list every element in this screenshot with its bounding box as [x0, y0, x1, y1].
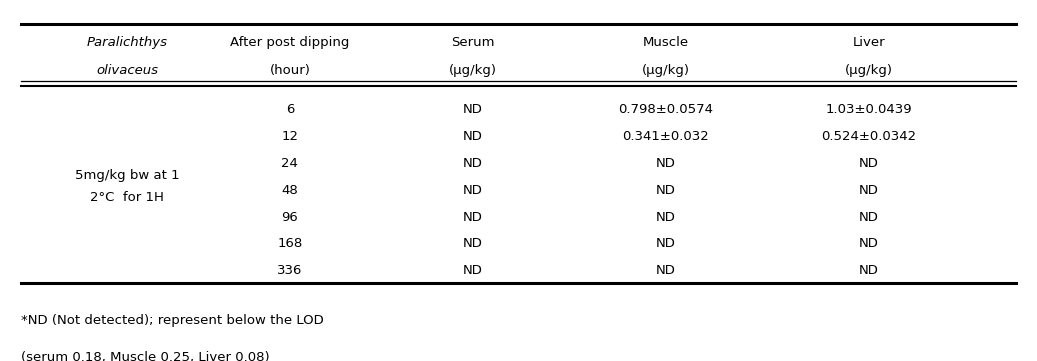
Text: (μg/kg): (μg/kg) — [449, 64, 497, 77]
Text: ND: ND — [656, 264, 676, 277]
Text: Serum: Serum — [451, 36, 495, 49]
Text: ND: ND — [463, 264, 482, 277]
Text: 2°C  for 1H: 2°C for 1H — [90, 191, 164, 204]
Text: After post dipping: After post dipping — [230, 36, 349, 49]
Text: ND: ND — [860, 184, 879, 197]
Text: Paralichthys: Paralichthys — [87, 36, 168, 49]
Text: ND: ND — [656, 184, 676, 197]
Text: ND: ND — [463, 157, 482, 170]
Text: ND: ND — [463, 237, 482, 250]
Text: Liver: Liver — [852, 36, 886, 49]
Text: 168: 168 — [277, 237, 303, 250]
Text: 96: 96 — [281, 210, 299, 223]
Text: ND: ND — [860, 237, 879, 250]
Text: (serum 0.18, Muscle 0.25, Liver 0.08): (serum 0.18, Muscle 0.25, Liver 0.08) — [21, 351, 270, 361]
Text: ND: ND — [656, 237, 676, 250]
Text: ND: ND — [656, 210, 676, 223]
Text: 1.03±0.0439: 1.03±0.0439 — [825, 103, 913, 116]
Text: (μg/kg): (μg/kg) — [642, 64, 690, 77]
Text: 12: 12 — [281, 130, 299, 143]
Text: ND: ND — [860, 210, 879, 223]
Text: (μg/kg): (μg/kg) — [845, 64, 893, 77]
Text: olivaceus: olivaceus — [96, 64, 159, 77]
Text: ND: ND — [860, 157, 879, 170]
Text: ND: ND — [860, 264, 879, 277]
Text: ND: ND — [463, 130, 482, 143]
Text: ND: ND — [463, 103, 482, 116]
Text: ND: ND — [463, 184, 482, 197]
Text: (hour): (hour) — [270, 64, 310, 77]
Text: 0.524±0.0342: 0.524±0.0342 — [821, 130, 917, 143]
Text: 5mg/kg bw at 1: 5mg/kg bw at 1 — [75, 169, 179, 182]
Text: ND: ND — [463, 210, 482, 223]
Text: 24: 24 — [281, 157, 299, 170]
Text: 336: 336 — [277, 264, 303, 277]
Text: 0.341±0.032: 0.341±0.032 — [622, 130, 709, 143]
Text: *ND (Not detected); represent below the LOD: *ND (Not detected); represent below the … — [21, 314, 324, 327]
Text: ND: ND — [656, 157, 676, 170]
Text: 0.798±0.0574: 0.798±0.0574 — [618, 103, 713, 116]
Text: 48: 48 — [281, 184, 299, 197]
Text: Muscle: Muscle — [643, 36, 689, 49]
Text: 6: 6 — [285, 103, 295, 116]
